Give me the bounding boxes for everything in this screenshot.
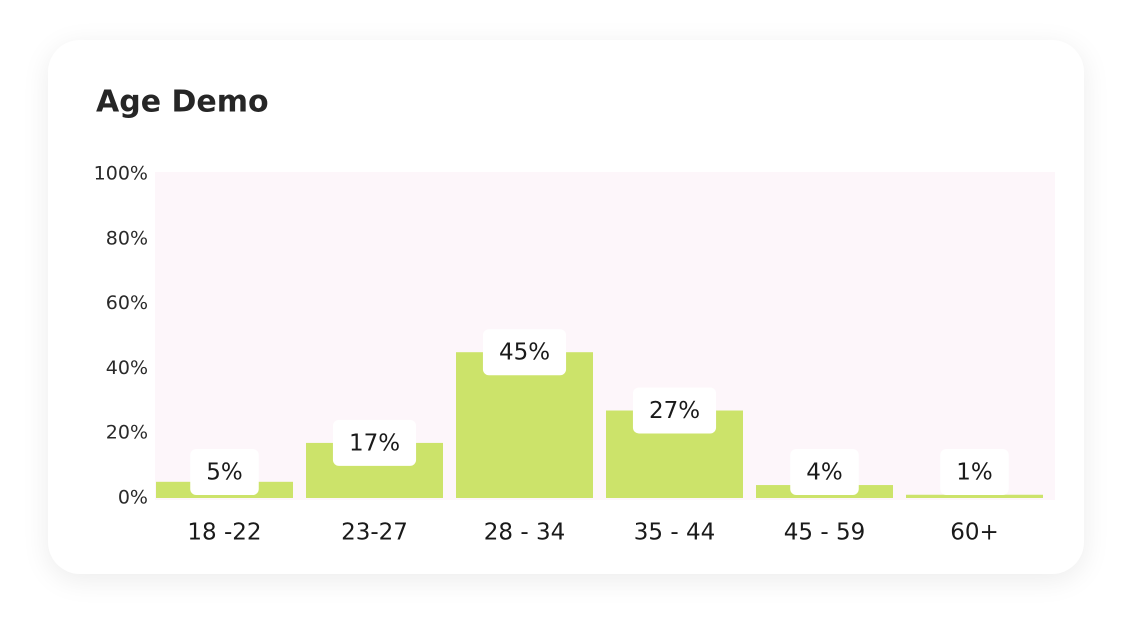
plot-background (155, 172, 1055, 500)
y-tick-label: 20% (106, 422, 148, 444)
value-label-box (940, 449, 1009, 495)
y-tick-label: 100% (94, 163, 148, 185)
x-tick-label: 35 - 44 (634, 520, 715, 546)
y-tick-label: 0% (118, 487, 148, 509)
y-tick-label: 80% (106, 227, 148, 249)
y-tick-label: 60% (106, 292, 148, 314)
value-label-box (332, 419, 417, 466)
value-label: 1% (956, 460, 993, 486)
value-label: 45% (499, 340, 550, 366)
value-label-box (482, 329, 567, 376)
value-label: 4% (806, 460, 843, 486)
value-label-box (632, 387, 717, 434)
x-tick-label: 28 - 34 (484, 520, 565, 546)
y-tick-label: 40% (106, 357, 148, 379)
bar (906, 494, 1043, 498)
bar (456, 352, 593, 498)
x-tick-label: 45 - 59 (784, 520, 865, 546)
value-label: 27% (649, 398, 700, 424)
x-tick-label: 60+ (950, 520, 999, 546)
x-tick-label: 18 -22 (187, 520, 261, 546)
x-tick-label: 23-27 (341, 520, 408, 546)
value-label: 17% (349, 430, 400, 456)
value-label-box (790, 449, 859, 495)
chart-title: Age Demo (96, 85, 269, 120)
value-label: 5% (206, 460, 243, 486)
value-label-box (190, 449, 259, 495)
